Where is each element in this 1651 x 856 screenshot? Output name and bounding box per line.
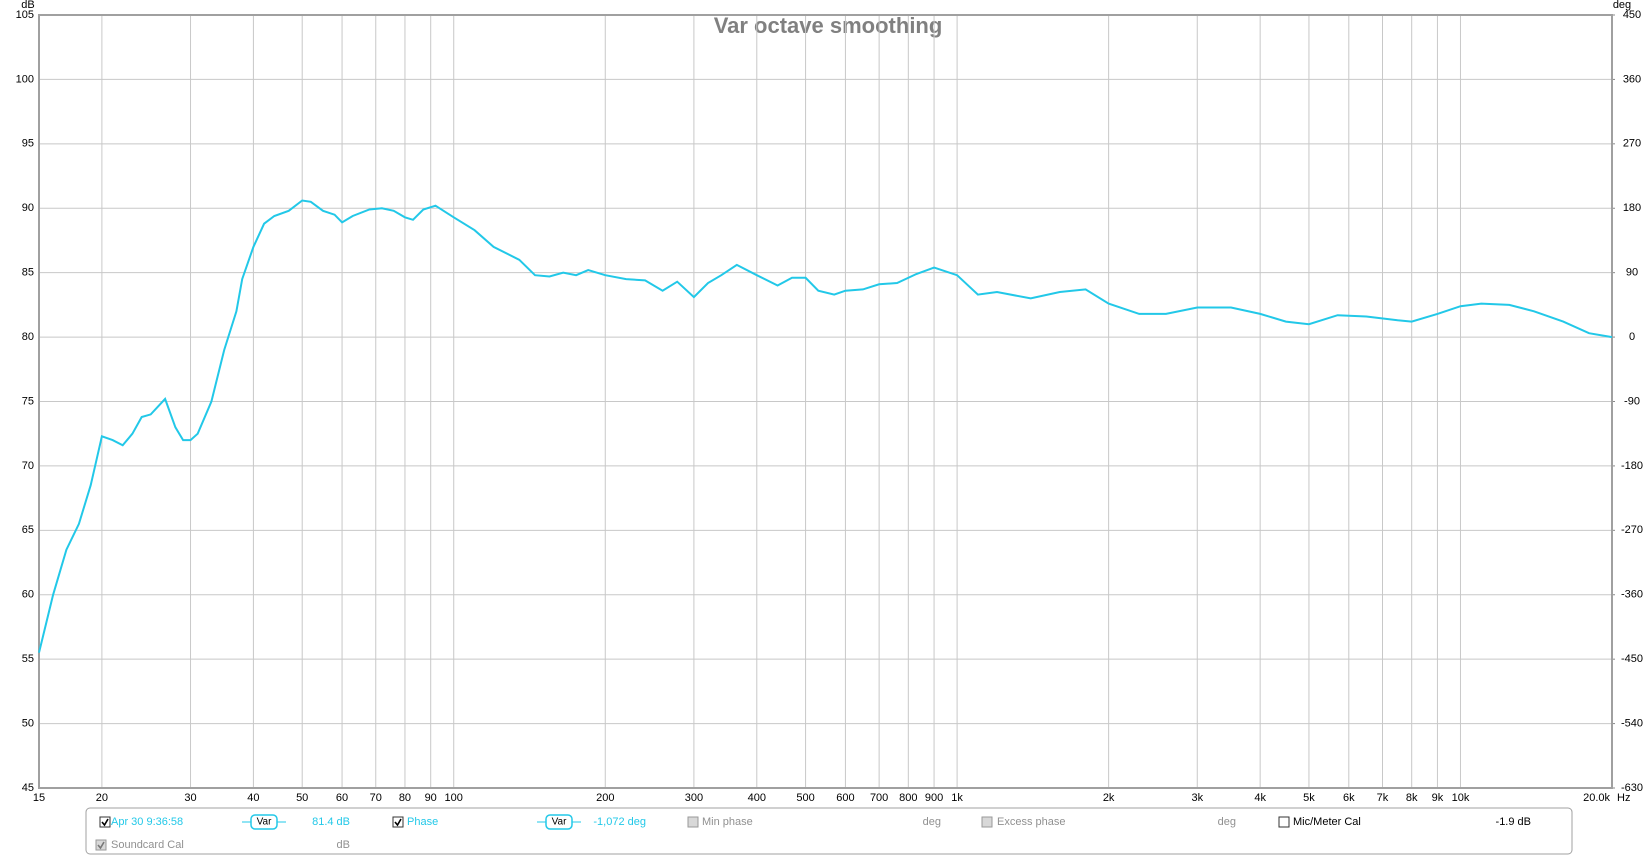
legend-value: 81.4 dB (312, 816, 350, 828)
checkmark (97, 841, 105, 850)
y2-tick-label: 90 (1626, 267, 1638, 279)
x-tick-label: 80 (399, 792, 411, 804)
x-tick-label: 4k (1254, 792, 1266, 804)
x-tick-label: 60 (336, 792, 348, 804)
x-tick-label: 3k (1191, 792, 1203, 804)
checkbox (981, 816, 993, 828)
legend-value: dB (337, 839, 350, 851)
smoothing-label: Var (552, 817, 567, 828)
checkmark (101, 818, 109, 827)
x-tick-label: 6k (1343, 792, 1355, 804)
x-tick-label: 7k (1377, 792, 1389, 804)
smoothing-badge[interactable] (250, 814, 278, 830)
y2-tick-label: 450 (1623, 9, 1641, 21)
y2-tick-label: 270 (1623, 138, 1641, 150)
x-tick-label: 900 (925, 792, 943, 804)
legend-value: -1,072 deg (593, 816, 646, 828)
y2-tick-label: 0 (1629, 331, 1635, 343)
y2-tick-label: -540 (1621, 717, 1643, 729)
y-tick-label: 105 (16, 9, 34, 21)
legend-label: Min phase (702, 816, 753, 828)
x-tick-label: 50 (296, 792, 308, 804)
legend-value: deg (923, 816, 941, 828)
x-tick-label: 70 (370, 792, 382, 804)
y2-tick-label: -630 (1621, 782, 1643, 794)
x-tick-label: 8k (1406, 792, 1418, 804)
plot-frame (38, 14, 1613, 789)
x-tick-label: 5k (1303, 792, 1315, 804)
legend-label: Soundcard Cal (111, 839, 184, 851)
x-tick-label: 500 (796, 792, 814, 804)
checkbox[interactable] (99, 816, 111, 828)
x-tick-label: 100 (445, 792, 463, 804)
checkbox (95, 839, 107, 851)
y-tick-label: 75 (22, 395, 34, 407)
y2-tick-label: 180 (1623, 202, 1641, 214)
x-tick-label: 20 (96, 792, 108, 804)
y-tick-label: 100 (16, 73, 34, 85)
smoothing-badge[interactable] (545, 814, 573, 830)
y2-tick-label: -360 (1621, 589, 1643, 601)
x-tick-label: 2k (1103, 792, 1115, 804)
x-tick-label: 20.0k (1583, 792, 1610, 804)
x-tick-label: 400 (748, 792, 766, 804)
x-tick-label: 600 (836, 792, 854, 804)
legend-label: Mic/Meter Cal (1293, 816, 1361, 828)
y-tick-label: 70 (22, 460, 34, 472)
x-tick-label: 40 (247, 792, 259, 804)
legend-label: Phase (407, 816, 438, 828)
checkmark (394, 818, 402, 827)
legend-value: deg (1218, 816, 1236, 828)
y2-tick-label: 360 (1623, 73, 1641, 85)
x-tick-label: 9k (1432, 792, 1444, 804)
y2-tick-label: -90 (1624, 395, 1640, 407)
x-tick-label: 800 (899, 792, 917, 804)
y-tick-label: 95 (22, 138, 34, 150)
y-tick-label: 90 (22, 202, 34, 214)
x-tick-label: 90 (425, 792, 437, 804)
y-tick-label: 65 (22, 524, 34, 536)
x-unit: Hz (1617, 792, 1630, 804)
y2-tick-label: -180 (1621, 460, 1643, 472)
legend-panel (85, 807, 1573, 855)
x-tick-label: 700 (870, 792, 888, 804)
y2-tick-label: -450 (1621, 653, 1643, 665)
x-tick-label: 300 (685, 792, 703, 804)
chart-title: Var octave smoothing (714, 13, 943, 38)
x-tick-label: 15 (33, 792, 45, 804)
y-tick-label: 80 (22, 331, 34, 343)
y-tick-label: 55 (22, 653, 34, 665)
y-tick-label: 50 (22, 717, 34, 729)
spl-line (38, 199, 1613, 653)
x-tick-label: 30 (184, 792, 196, 804)
y2-unit: deg (1613, 0, 1631, 11)
y-tick-label: 45 (22, 782, 34, 794)
y-unit: dB (21, 0, 34, 11)
checkbox[interactable] (392, 816, 404, 828)
smoothing-label: Var (257, 817, 272, 828)
legend-value: -1.9 dB (1496, 816, 1531, 828)
y-tick-label: 85 (22, 267, 34, 279)
checkbox (687, 816, 699, 828)
legend-label: Apr 30 9:36:58 (111, 816, 183, 828)
y-tick-label: 60 (22, 589, 34, 601)
x-tick-label: 1k (951, 792, 963, 804)
y2-tick-label: -270 (1621, 524, 1643, 536)
x-tick-label: 10k (1452, 792, 1470, 804)
x-tick-label: 200 (596, 792, 614, 804)
legend-label: Excess phase (997, 816, 1065, 828)
checkbox[interactable] (1278, 816, 1290, 828)
